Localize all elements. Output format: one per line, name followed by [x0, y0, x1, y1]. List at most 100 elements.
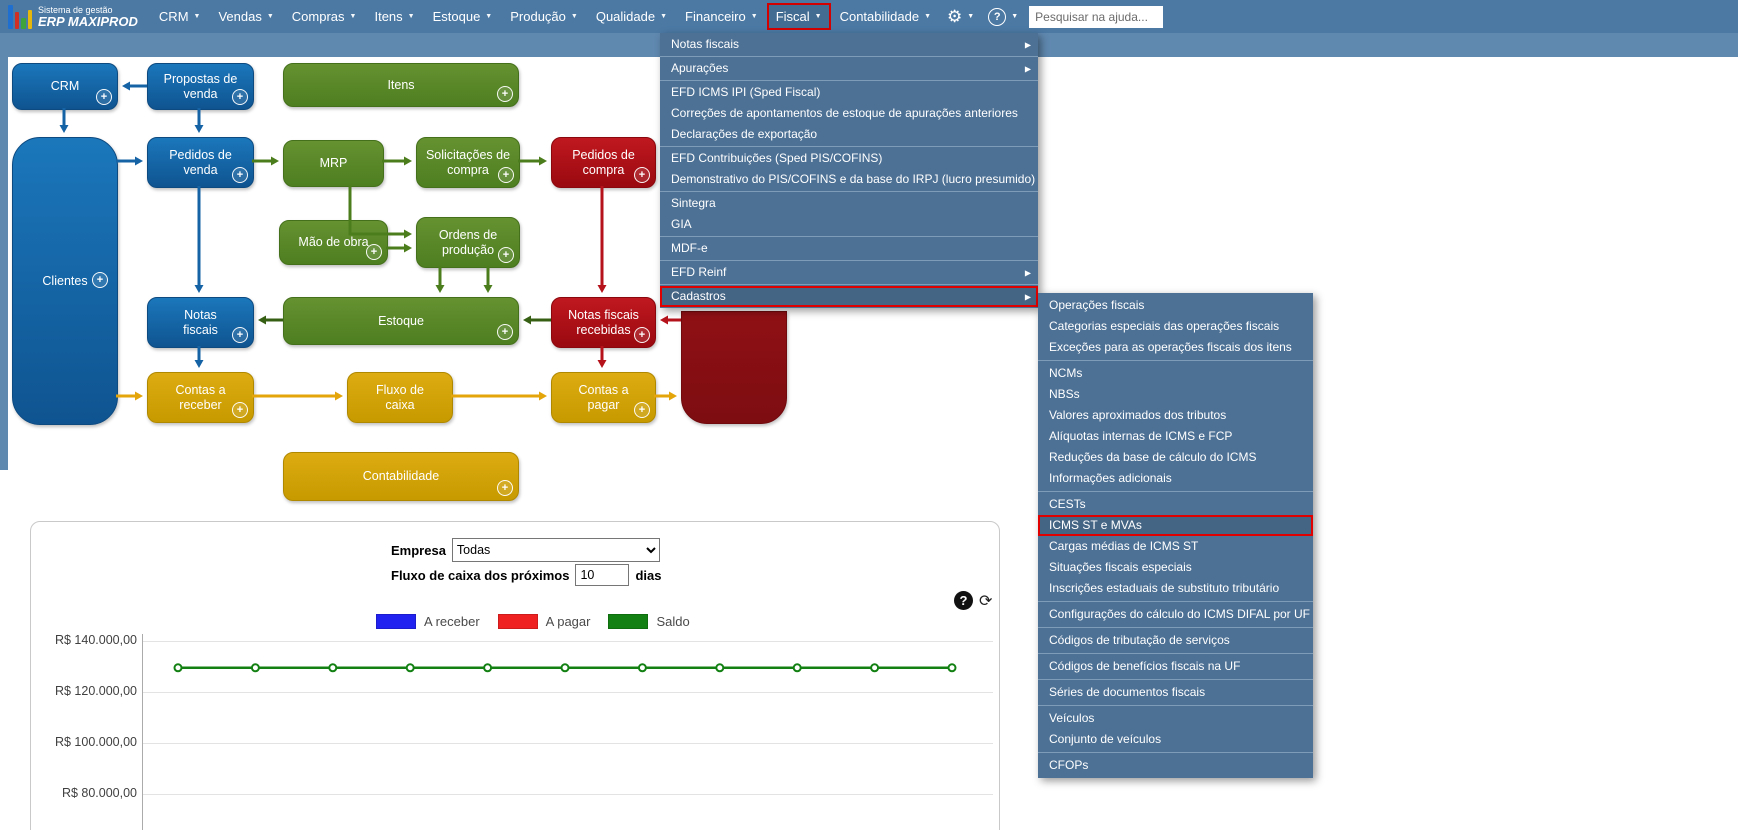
node-mao-de-obra-add-button[interactable]: +: [366, 244, 382, 260]
menu-crm[interactable]: CRM ▼: [150, 3, 210, 30]
legend-item-saldo: Saldo: [608, 614, 690, 629]
node-clientes[interactable]: Clientes +: [12, 137, 118, 425]
node-ordens-de-producao[interactable]: Ordens de produção +: [416, 217, 520, 268]
menu-item-excecoes-para-as-operacoes-fiscais-dos-itens[interactable]: Exceções para as operações fiscais dos i…: [1038, 337, 1313, 358]
node-contas-a-receber-add-button[interactable]: +: [232, 402, 248, 418]
menu-item-sintegra[interactable]: Sintegra: [660, 193, 1038, 214]
help-icon[interactable]: ?: [988, 7, 1007, 26]
node-contabilidade[interactable]: Contabilidade +: [283, 452, 519, 501]
menu-item-correcoes-de-apontamentos-de-estoque-de-apuracoes-anteriores[interactable]: Correções de apontamentos de estoque de …: [660, 103, 1038, 124]
menu-item-series-de-documentos-fiscais[interactable]: Séries de documentos fiscais: [1038, 682, 1313, 703]
node-label: Mão de obra: [298, 235, 369, 249]
menu-item-efd-icms-ipi-sped-fiscal[interactable]: EFD ICMS IPI (Sped Fiscal): [660, 82, 1038, 103]
node-contas-a-pagar-add-button[interactable]: +: [634, 402, 650, 418]
help-menu[interactable]: ? ▼: [981, 7, 1025, 26]
empresa-select[interactable]: Todas: [451, 538, 660, 562]
node-solicitacoes-de-compra-add-button[interactable]: +: [498, 167, 514, 183]
menu-item-aliquotas-internas-de-icms-e-fcp[interactable]: Alíquotas internas de ICMS e FCP: [1038, 426, 1313, 447]
menu-item-valores-aproximados-dos-tributos[interactable]: Valores aproximados dos tributos: [1038, 405, 1313, 426]
node-pedidos-de-compra-add-button[interactable]: +: [634, 167, 650, 183]
node-label: Pedidos de venda: [169, 147, 232, 177]
menu-vendas[interactable]: Vendas ▼: [209, 3, 282, 30]
menu-item-label: CESTs: [1049, 497, 1086, 511]
gridline: [143, 794, 993, 795]
node-notas-fiscais-recebidas[interactable]: Notas fiscais recebidas +: [551, 297, 656, 348]
menu-itens[interactable]: Itens ▼: [365, 3, 423, 30]
menu-item-label: Cargas médias de ICMS ST: [1049, 539, 1199, 553]
menu-producao[interactable]: Produção ▼: [501, 3, 587, 30]
node-itens[interactable]: Itens +: [283, 63, 519, 107]
node-crm-add-button[interactable]: +: [96, 89, 112, 105]
menu-item-configuracoes-do-calculo-do-icms-difal-por-uf[interactable]: Configurações do cálculo do ICMS DIFAL p…: [1038, 604, 1313, 625]
node-mrp[interactable]: MRP: [283, 140, 384, 187]
menu-item-notas-fiscais[interactable]: Notas fiscais ▶: [660, 34, 1038, 55]
chart-help-icon[interactable]: ?: [954, 591, 973, 610]
menu-item-icms-st-e-mvas[interactable]: ICMS ST e MVAs: [1038, 515, 1313, 536]
node-notas-fiscais[interactable]: Notas fiscais +: [147, 297, 254, 348]
menu-item-efd-contribuicoes-sped-pis-cofins[interactable]: EFD Contribuições (Sped PIS/COFINS): [660, 148, 1038, 169]
node-solicitacoes-de-compra[interactable]: Solicitações de compra +: [416, 137, 520, 188]
settings-menu[interactable]: ⚙ ▼: [940, 8, 981, 25]
main-menu: CRM ▼ Vendas ▼ Compras ▼ Itens ▼ Estoque ▼ Produçã…: [150, 3, 940, 30]
menu-item-informacoes-adicionais[interactable]: Informações adicionais: [1038, 468, 1313, 489]
menu-item-veiculos[interactable]: Veículos: [1038, 708, 1313, 729]
menu-item-codigos-de-beneficios-fiscais-na-uf[interactable]: Códigos de benefícios fiscais na UF: [1038, 656, 1313, 677]
menu-item-cests[interactable]: CESTs: [1038, 494, 1313, 515]
menu-item-reducoes-da-base-de-calculo-do-icms[interactable]: Reduções da base de cálculo do ICMS: [1038, 447, 1313, 468]
node-pedidos-de-compra[interactable]: Pedidos de compra +: [551, 137, 656, 188]
menu-financeiro[interactable]: Financeiro ▼: [676, 3, 767, 30]
node-itens-add-button[interactable]: +: [497, 86, 513, 102]
app-logo[interactable]: Sistema de gestão ERP MAXIPROD: [0, 4, 146, 29]
node-clientes-add-button[interactable]: +: [92, 272, 108, 288]
node-propostas-de-venda[interactable]: Propostas de venda +: [147, 63, 254, 110]
menu-item-codigos-de-tributacao-de-servicos[interactable]: Códigos de tributação de serviços: [1038, 630, 1313, 651]
node-propostas-de-venda-add-button[interactable]: +: [232, 89, 248, 105]
menu-item-situacoes-fiscais-especiais[interactable]: Situações fiscais especiais: [1038, 557, 1313, 578]
node-notas-fiscais-add-button[interactable]: +: [232, 327, 248, 343]
days-label: Fluxo de caixa dos próximos: [391, 567, 570, 583]
help-search-input[interactable]: [1029, 5, 1164, 28]
menu-compras[interactable]: Compras ▼: [283, 3, 366, 30]
menu-item-mdf-e[interactable]: MDF-e: [660, 238, 1038, 259]
menu-contabilidade[interactable]: Contabilidade ▼: [831, 3, 940, 30]
node-estoque[interactable]: Estoque +: [283, 297, 519, 345]
days-input[interactable]: [575, 564, 630, 586]
node-contabilidade-add-button[interactable]: +: [497, 480, 513, 496]
node-contas-a-receber[interactable]: Contas a receber +: [147, 372, 254, 423]
node-fluxo-de-caixa[interactable]: Fluxo de caixa: [347, 372, 453, 423]
menu-item-ncms[interactable]: NCMs: [1038, 363, 1313, 384]
menu-item-nbss[interactable]: NBSs: [1038, 384, 1313, 405]
node-mao-de-obra[interactable]: Mão de obra +: [279, 220, 388, 265]
node-pedidos-de-venda[interactable]: Pedidos de venda +: [147, 137, 254, 188]
menu-item-inscricoes-estaduais-de-substituto-tributario[interactable]: Inscrições estaduais de substituto tribu…: [1038, 578, 1313, 599]
node-notas-fiscais-recebidas-add-button[interactable]: +: [634, 327, 650, 343]
menu-item-demonstrativo-do-pis-cofins-e-da-base-do-irpj-lucro-presumido[interactable]: Demonstrativo do PIS/COFINS e da base do…: [660, 169, 1038, 190]
refresh-icon[interactable]: ⟳: [979, 593, 993, 610]
menu-item-cadastros[interactable]: Cadastros ▶: [660, 286, 1038, 307]
node-contas-a-pagar[interactable]: Contas a pagar +: [551, 372, 656, 423]
node-pedidos-de-venda-add-button[interactable]: +: [232, 167, 248, 183]
menu-item-label: Códigos de tributação de serviços: [1049, 633, 1230, 647]
menu-estoque[interactable]: Estoque ▼: [424, 3, 502, 30]
node-estoque-add-button[interactable]: +: [497, 324, 513, 340]
menu-item-label: Sintegra: [671, 196, 716, 210]
menu-item-cargas-medias-de-icms-st[interactable]: Cargas médias de ICMS ST: [1038, 536, 1313, 557]
menu-item-conjunto-de-veiculos[interactable]: Conjunto de veículos: [1038, 729, 1313, 750]
node-label: Fluxo de caixa: [376, 382, 424, 412]
menu-qualidade[interactable]: Qualidade ▼: [587, 3, 676, 30]
chevron-down-icon: ▼: [193, 13, 201, 20]
menu-item-operacoes-fiscais[interactable]: Operações fiscais: [1038, 295, 1313, 316]
legend-label: Saldo: [656, 614, 690, 629]
gear-icon[interactable]: ⚙: [947, 7, 963, 26]
menu-item-efd-reinf[interactable]: EFD Reinf ▶: [660, 262, 1038, 283]
menu-item-categorias-especiais-das-operacoes-fiscais[interactable]: Categorias especiais das operações fisca…: [1038, 316, 1313, 337]
node-crm[interactable]: CRM +: [12, 63, 118, 110]
menu-item-apuracoes[interactable]: Apurações ▶: [660, 58, 1038, 79]
menu-label: Qualidade: [595, 9, 656, 24]
node-ordens-de-producao-add-button[interactable]: +: [498, 247, 514, 263]
menu-item-declaracoes-de-exportacao[interactable]: Declarações de exportação: [660, 124, 1038, 145]
menu-item-gia[interactable]: GIA: [660, 214, 1038, 235]
menu-item-cfops[interactable]: CFOPs: [1038, 755, 1313, 776]
node-hidden-red-module[interactable]: [681, 311, 787, 424]
menu-fiscal[interactable]: Fiscal ▼: [766, 3, 831, 30]
